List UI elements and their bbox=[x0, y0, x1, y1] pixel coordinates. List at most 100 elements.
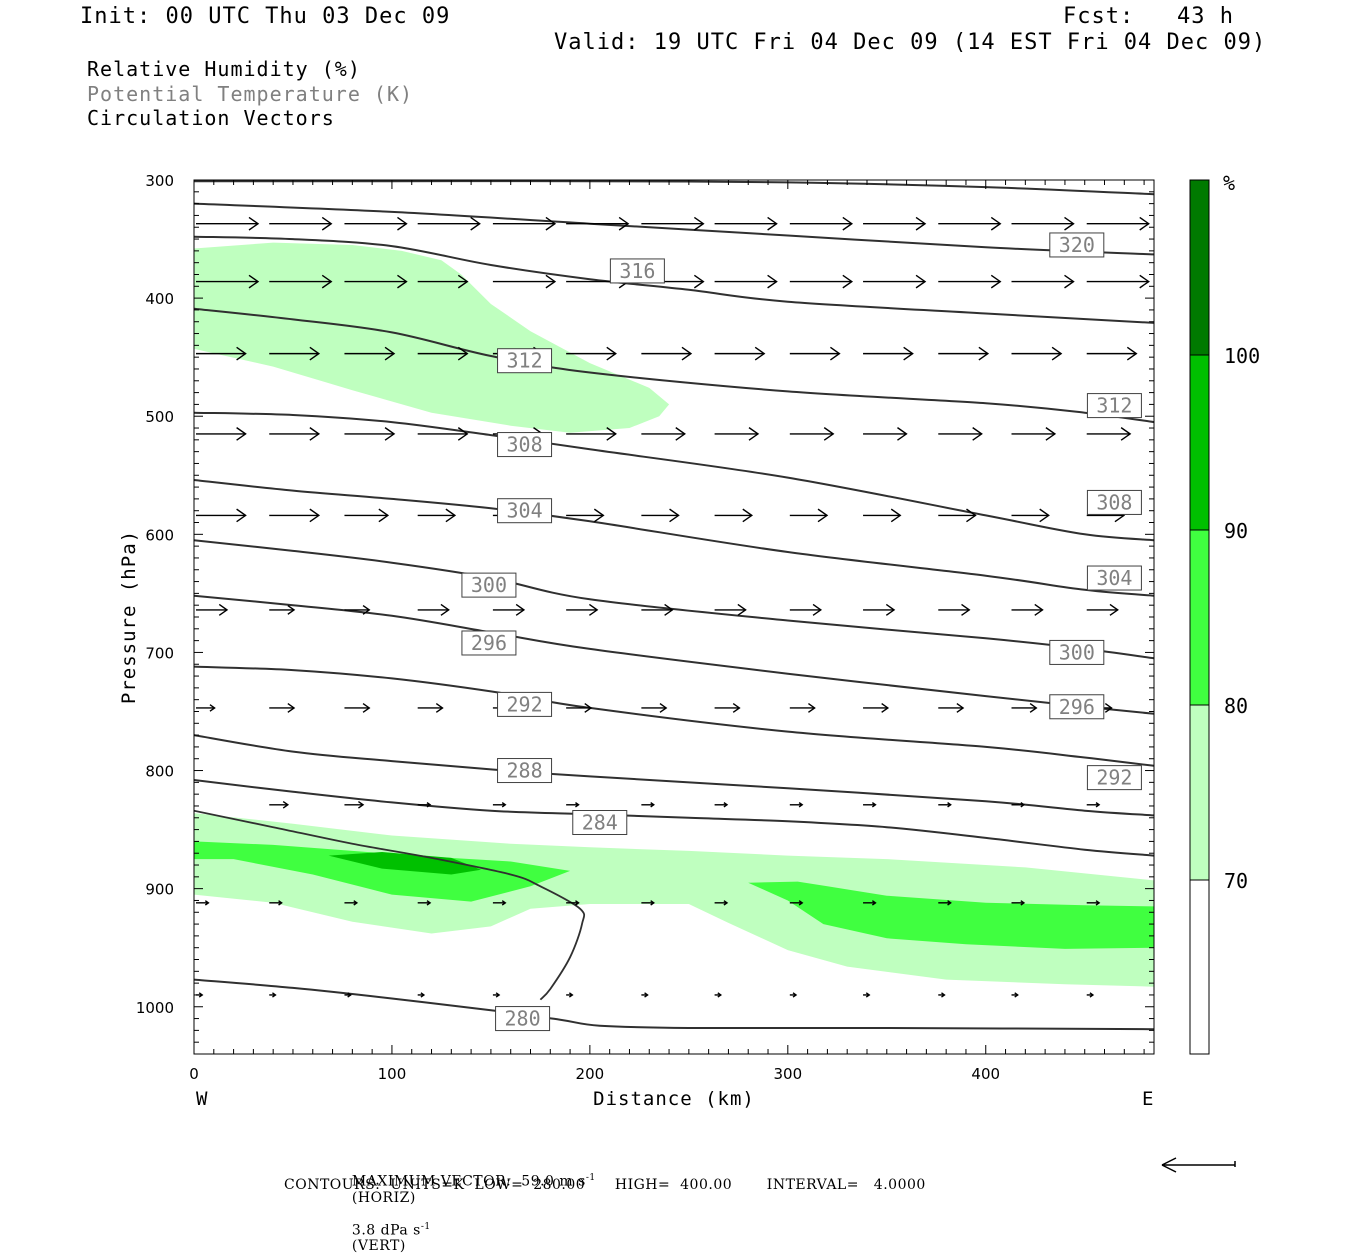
theta-contour-324 bbox=[194, 180, 1154, 196]
theta-label-text: 284 bbox=[582, 811, 618, 835]
theta-label-text: 296 bbox=[1059, 695, 1095, 719]
max-vector-vert-value: 3.8 dPa s bbox=[351, 1222, 421, 1239]
vector-arrow bbox=[344, 508, 390, 523]
vector-arrow bbox=[417, 703, 444, 713]
vector-arrow bbox=[344, 604, 371, 615]
vector-arrow bbox=[1011, 603, 1044, 616]
vector-arrow bbox=[938, 603, 971, 616]
theta-label-box bbox=[1086, 393, 1142, 419]
theta-label-284: 284 bbox=[572, 810, 628, 836]
theta-contour-284 bbox=[194, 779, 1154, 857]
y-tick-label: 800 bbox=[145, 763, 174, 781]
x-tick-label: 100 bbox=[378, 1065, 407, 1083]
theta-label-text: 288 bbox=[506, 759, 542, 783]
theta-label-text: 304 bbox=[1096, 566, 1132, 590]
theta-label-text: 304 bbox=[506, 499, 542, 523]
vector-arrow bbox=[1011, 703, 1038, 713]
theta-label-text: 308 bbox=[1096, 490, 1132, 514]
vector-arrow bbox=[417, 900, 432, 906]
theta-label-300: 300 bbox=[1049, 639, 1105, 665]
y-tick-label: 300 bbox=[145, 172, 174, 190]
vector-arrow bbox=[1011, 346, 1063, 361]
vector-arrow bbox=[269, 800, 290, 809]
vector-arrow bbox=[417, 427, 469, 441]
vector-arrow bbox=[566, 802, 580, 808]
colorbar-band-70-80 bbox=[1189, 704, 1210, 881]
vector-arrow bbox=[269, 900, 283, 906]
vector-arrow bbox=[1086, 603, 1119, 616]
vector-arrow bbox=[492, 802, 507, 808]
vector-arrow bbox=[1086, 427, 1132, 441]
vector-arrow bbox=[344, 427, 396, 441]
x-tick-label: 200 bbox=[576, 1065, 605, 1083]
vector-arrow bbox=[714, 703, 741, 713]
vector-arrow bbox=[566, 508, 605, 523]
vector-arrow bbox=[641, 508, 680, 523]
rh-shade-90-100-4 bbox=[328, 852, 481, 875]
y-tick-label: 900 bbox=[145, 881, 174, 899]
vector-arrow bbox=[196, 603, 229, 616]
vector-arrow bbox=[417, 603, 450, 616]
vector-arrow bbox=[417, 346, 469, 361]
theta-label-text: 320 bbox=[1059, 233, 1095, 257]
vector-arrow bbox=[1086, 216, 1150, 231]
theta-contour-312 bbox=[194, 307, 1154, 424]
vector-arrow bbox=[789, 427, 835, 441]
valid-time: Valid: 19 UTC Fri 04 Dec 09 (14 EST Fri … bbox=[554, 30, 1267, 55]
vector-arrow bbox=[641, 427, 686, 441]
theta-label-box bbox=[497, 498, 553, 524]
vector-arrow bbox=[863, 603, 896, 616]
vector-arrow bbox=[1086, 900, 1101, 906]
rh-shade-70-80-1 bbox=[194, 813, 1154, 987]
vector-arrow bbox=[196, 900, 210, 906]
x-tick-label: 0 bbox=[189, 1065, 199, 1083]
theta-label-288: 288 bbox=[497, 758, 553, 784]
theta-label-box bbox=[1086, 565, 1142, 591]
field-rh-title: Relative Humidity (%) bbox=[87, 57, 361, 81]
colorbar-level-label: 100 bbox=[1224, 344, 1260, 368]
y-axis-label: Pressure (hPa) bbox=[118, 530, 140, 704]
vector-arrow bbox=[269, 703, 296, 713]
theta-label-308: 308 bbox=[1086, 489, 1142, 515]
theta-label-box bbox=[461, 630, 517, 656]
vector-arrow bbox=[938, 508, 977, 523]
theta-label-296: 296 bbox=[1049, 694, 1105, 720]
vector-arrow bbox=[492, 900, 507, 906]
vector-arrow bbox=[566, 703, 593, 713]
vector-arrow bbox=[1011, 992, 1019, 998]
vector-arrow bbox=[269, 346, 321, 361]
vector-arrow bbox=[492, 992, 501, 998]
x-tick-label: 400 bbox=[971, 1065, 1000, 1083]
vector-arrow bbox=[863, 274, 927, 289]
theta-label-text: 316 bbox=[619, 259, 655, 283]
max-vector-horiz-value: MAXIMUM VECTOR: 59.0 m s bbox=[351, 1173, 586, 1190]
theta-label-text: 308 bbox=[506, 433, 542, 457]
x-axis-west-label: W bbox=[196, 1088, 208, 1110]
vector-arrow bbox=[492, 216, 557, 231]
vector-arrow bbox=[1011, 274, 1075, 289]
theta-label-292: 292 bbox=[497, 691, 553, 717]
x-tick-label: 300 bbox=[773, 1065, 802, 1083]
vector-arrow bbox=[789, 900, 804, 906]
vector-arrow bbox=[417, 802, 432, 808]
vector-arrow bbox=[1011, 900, 1026, 906]
vector-arrow bbox=[714, 274, 778, 289]
vector-arrow bbox=[1086, 802, 1101, 808]
vector-arrow bbox=[196, 216, 260, 231]
vector-arrow bbox=[417, 274, 469, 289]
theta-label-text: 292 bbox=[506, 692, 542, 716]
colorbar-band-below-70 bbox=[1189, 879, 1210, 1055]
vector-arrow bbox=[863, 992, 871, 998]
colorbar-level-label: 80 bbox=[1224, 694, 1248, 718]
theta-label-box bbox=[1049, 232, 1105, 258]
exp-1: -1 bbox=[585, 1173, 596, 1183]
theta-label-text: 300 bbox=[471, 573, 507, 597]
vector-arrow bbox=[566, 216, 630, 231]
rh-shade-70-80-0 bbox=[194, 242, 670, 433]
theta-label-312: 312 bbox=[497, 348, 553, 374]
colorbar-band-80-90 bbox=[1189, 529, 1210, 706]
theta-contour-280 bbox=[194, 978, 1154, 1031]
vector-arrow bbox=[269, 274, 333, 289]
vector-arrow bbox=[196, 274, 260, 289]
theta-contour-288 bbox=[194, 734, 1154, 817]
